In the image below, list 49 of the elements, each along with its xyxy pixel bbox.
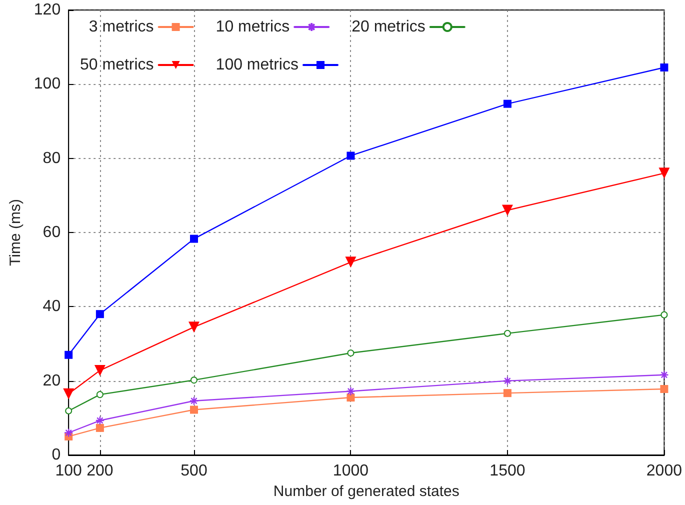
x-tick-label: 1000 bbox=[332, 462, 369, 480]
point bbox=[658, 168, 670, 179]
y-tick-label: 0 bbox=[52, 446, 61, 464]
point bbox=[502, 376, 512, 386]
x-tick-label: 200 bbox=[86, 462, 114, 480]
point bbox=[94, 364, 106, 376]
x-axis-title: Number of generated states bbox=[273, 482, 460, 500]
point bbox=[190, 406, 198, 414]
point bbox=[660, 384, 668, 393]
point bbox=[345, 256, 356, 268]
point bbox=[190, 376, 198, 384]
point bbox=[502, 204, 513, 216]
x-tick-label: 2000 bbox=[646, 462, 682, 480]
point bbox=[63, 388, 74, 400]
y-tick-label: 40 bbox=[42, 298, 61, 316]
point bbox=[503, 100, 512, 108]
point bbox=[503, 389, 512, 398]
point bbox=[96, 424, 104, 432]
y-tick-label: 80 bbox=[42, 150, 61, 167]
point bbox=[660, 311, 668, 318]
point bbox=[660, 63, 668, 72]
point bbox=[660, 370, 669, 380]
y-tick-label: 120 bbox=[34, 2, 61, 18]
point bbox=[64, 428, 74, 438]
point bbox=[64, 350, 73, 359]
point bbox=[346, 394, 355, 402]
legend-label: 3 metrics bbox=[88, 18, 154, 36]
y-tick-label: 100 bbox=[34, 76, 61, 93]
legend-label: 10 metrics bbox=[216, 18, 290, 36]
point bbox=[96, 391, 104, 398]
point bbox=[189, 396, 199, 406]
y-axis-title: Time (ms) bbox=[7, 199, 24, 266]
point bbox=[504, 330, 511, 337]
point bbox=[347, 350, 354, 357]
legend-label: 50 metrics bbox=[80, 56, 154, 74]
point bbox=[346, 152, 355, 160]
x-tick-label: 100 bbox=[55, 462, 82, 480]
x-tick-label: 500 bbox=[180, 462, 208, 480]
point bbox=[346, 386, 356, 396]
legend-label: 100 metrics bbox=[216, 56, 298, 74]
y-tick-label: 60 bbox=[42, 224, 61, 241]
x-tick-label: 1500 bbox=[490, 462, 526, 480]
y-tick-label: 20 bbox=[42, 372, 61, 390]
point bbox=[65, 407, 72, 414]
legend-label: 20 metrics bbox=[352, 18, 426, 36]
point bbox=[188, 322, 200, 333]
point bbox=[95, 416, 105, 426]
point bbox=[190, 234, 198, 243]
point bbox=[96, 310, 104, 318]
